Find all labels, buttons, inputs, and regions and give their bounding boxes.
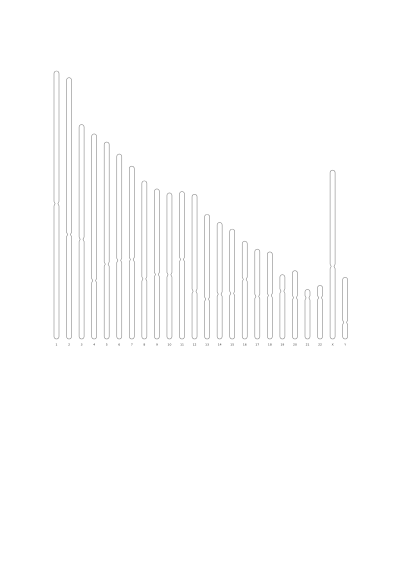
chromosome-outline (216, 222, 223, 340)
chromosome-label: 8 (143, 343, 145, 347)
chromosome-outline (78, 124, 85, 340)
chromosome-label: X (332, 343, 334, 347)
chromosome-18: 18 (267, 251, 273, 347)
chromosome-label: 11 (180, 343, 184, 347)
chromosome-outline (91, 133, 97, 340)
chromosome-outline (329, 169, 336, 340)
chromosome-label: 17 (255, 343, 259, 347)
chromosome-label: 20 (293, 343, 297, 347)
chromosome-label: 19 (280, 343, 284, 347)
chromosome-outline (241, 240, 248, 340)
chromosome-21: 21 (304, 289, 311, 347)
chromosome-label: Y (344, 343, 346, 347)
chromosome-x: X (329, 169, 336, 347)
chromosome-outline (116, 153, 123, 340)
chromosome-outline (141, 180, 148, 340)
chromosome-outline (103, 141, 110, 340)
chromosome-10: 10 (166, 192, 173, 347)
chromosome-label: 2 (68, 343, 70, 347)
chromosome-outline (166, 192, 173, 340)
chromosome-13: 13 (204, 214, 210, 347)
chromosome-label: 6 (118, 343, 120, 347)
chromosome-outline (179, 191, 185, 340)
chromosome-17: 17 (254, 248, 261, 347)
chromosome-14: 14 (216, 222, 223, 347)
chromosome-outline (342, 277, 348, 340)
chromosome-3: 3 (78, 124, 85, 347)
chromosome-label: 4 (93, 343, 95, 347)
chromosome-label: 18 (268, 343, 272, 347)
chromosome-label: 15 (230, 343, 234, 347)
chromosome-1: 1 (53, 70, 60, 347)
chromosome-20: 20 (292, 270, 298, 347)
chromosome-label: 12 (193, 343, 197, 347)
chromosome-7: 7 (129, 165, 135, 347)
chromosome-22: 22 (317, 285, 323, 347)
chromosome-outline (304, 289, 311, 340)
chromosome-outline (292, 270, 298, 340)
chromosome-2: 2 (66, 77, 72, 347)
chromosome-label: 5 (106, 343, 108, 347)
chromosome-outline (317, 285, 323, 340)
chromosome-6: 6 (116, 153, 123, 347)
chromosome-label: 22 (318, 343, 322, 347)
chromosome-outline (229, 228, 235, 340)
chromosome-label: 7 (131, 343, 133, 347)
chromosome-label: 10 (168, 343, 172, 347)
chromosome-11: 11 (179, 191, 185, 347)
chromosome-4: 4 (91, 133, 97, 347)
chromosome-outline (66, 77, 72, 340)
chromosome-outline (129, 165, 135, 340)
chromosome-label: 14 (218, 343, 222, 347)
chromosome-outline (53, 70, 60, 340)
chromosome-outline (279, 274, 286, 340)
chromosome-label: 1 (56, 343, 58, 347)
chromosome-outline (267, 251, 273, 340)
chromosome-15: 15 (229, 228, 235, 347)
chromosome-label: 13 (205, 343, 209, 347)
chromosome-outline (204, 214, 210, 340)
chromosome-label: 9 (156, 343, 158, 347)
chromosome-label: 3 (81, 343, 83, 347)
chromosome-label: 21 (306, 343, 310, 347)
chromosome-label: 16 (243, 343, 247, 347)
chromosome-5: 5 (103, 141, 110, 347)
chromosome-outline (191, 193, 198, 340)
chromosome-9: 9 (154, 188, 160, 347)
chromosome-outline (254, 248, 261, 340)
chromosome-8: 8 (141, 180, 148, 347)
chromosome-19: 19 (279, 274, 286, 347)
chromosome-16: 16 (241, 240, 248, 347)
chromosome-y: Y (342, 277, 348, 347)
chromosome-12: 12 (191, 193, 198, 347)
chromosome-outline (154, 188, 160, 340)
